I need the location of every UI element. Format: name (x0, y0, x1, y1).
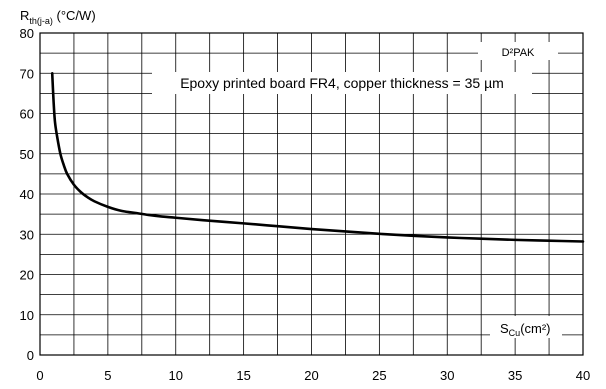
y-axis-label-unit: (°C/W) (53, 8, 96, 23)
y-tick-label: 0 (27, 348, 34, 363)
y-tick-label: 30 (20, 227, 34, 242)
package-label: D²PAK (502, 47, 535, 59)
x-tick-label: 0 (36, 368, 43, 383)
y-tick-label: 70 (20, 66, 34, 81)
y-axis-label: Rth(j-a) (°C/W) (20, 8, 96, 26)
x-tick-label: 30 (440, 368, 454, 383)
annotation: Epoxy printed board FR4, copper thicknes… (180, 75, 504, 91)
package-label-box (478, 42, 558, 60)
series-line-rth-vs-scu (50, 71, 585, 243)
y-tick-label: 20 (20, 268, 34, 283)
x-tick-label: 5 (104, 368, 111, 383)
x-tick-labels: 0 5 10 15 20 25 30 35 40 (36, 368, 590, 383)
x-tick-label: 35 (508, 368, 522, 383)
x-axis-label-main: S (500, 321, 509, 336)
x-axis-label-sub: Cu (509, 328, 521, 338)
x-tick-label: 20 (304, 368, 318, 383)
x-axis-label-unit: (cm²) (520, 321, 550, 336)
plot-frame (39, 32, 584, 356)
x-tick-label: 10 (169, 368, 183, 383)
annotation-box (152, 72, 532, 94)
x-tick-label: 15 (236, 368, 250, 383)
y-tick-label: 80 (20, 26, 34, 41)
y-tick-label: 60 (20, 107, 34, 122)
y-tick-labels: 0 10 20 30 40 50 60 70 80 (20, 26, 34, 363)
x-tick-label: 25 (372, 368, 386, 383)
y-tick-label: 50 (20, 147, 34, 162)
y-tick-label: 10 (20, 308, 34, 323)
x-axis-label: SCu(cm²) (500, 321, 551, 338)
y-axis-label-sub: th(j-a) (29, 16, 53, 26)
x-axis-label-box (490, 316, 562, 338)
y-axis-label-main: R (20, 8, 29, 23)
x-tick-label: 40 (576, 368, 590, 383)
y-tick-label: 40 (20, 187, 34, 202)
